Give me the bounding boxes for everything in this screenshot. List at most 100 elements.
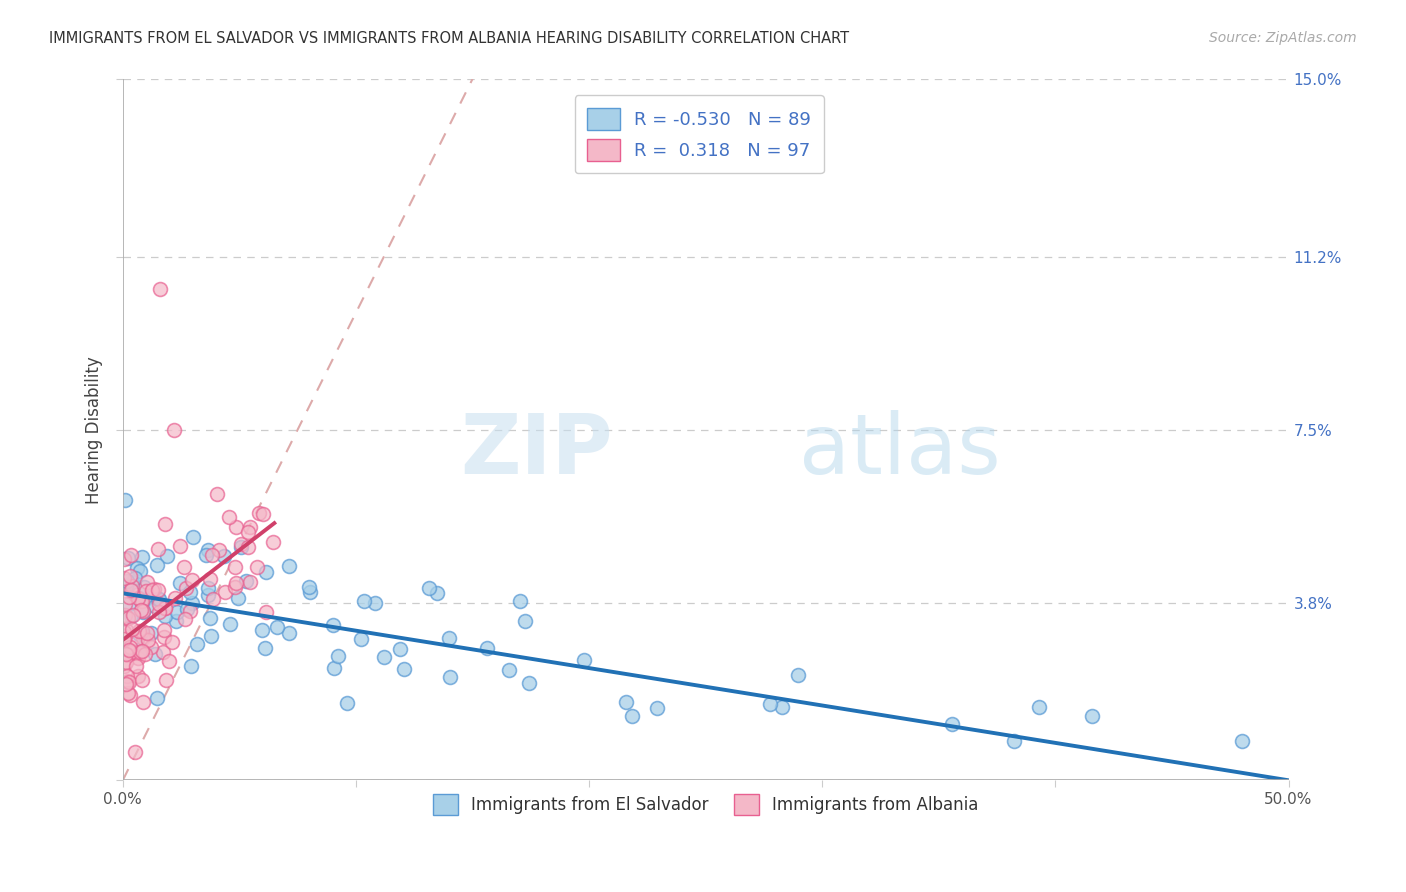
Point xyxy=(132,694,155,708)
Point xyxy=(219,617,242,632)
Point xyxy=(513,614,536,628)
Point xyxy=(517,676,540,690)
Point xyxy=(498,663,520,677)
Point xyxy=(153,600,176,615)
Point xyxy=(165,614,187,628)
Point xyxy=(169,576,191,591)
Point xyxy=(146,542,169,557)
Point xyxy=(169,539,191,553)
Point xyxy=(322,617,344,632)
Point xyxy=(201,592,224,607)
Point xyxy=(131,624,153,638)
Point xyxy=(246,559,269,574)
Point xyxy=(277,558,299,573)
Point xyxy=(574,653,596,667)
Point xyxy=(152,645,174,659)
Point xyxy=(181,596,204,610)
Point xyxy=(250,624,273,638)
Point xyxy=(392,662,415,676)
Point xyxy=(299,584,322,599)
Point xyxy=(131,594,153,608)
Point xyxy=(157,655,180,669)
Point xyxy=(214,584,236,599)
Text: atlas: atlas xyxy=(799,410,1001,491)
Point xyxy=(115,579,138,593)
Point xyxy=(143,599,166,613)
Point xyxy=(132,580,155,594)
Point xyxy=(115,656,138,670)
Point xyxy=(122,608,145,623)
Point xyxy=(129,645,152,659)
Point xyxy=(645,700,668,714)
Point xyxy=(135,575,157,590)
Point xyxy=(1230,733,1253,747)
Point xyxy=(125,632,148,646)
Point xyxy=(118,568,141,582)
Point xyxy=(112,571,135,585)
Point xyxy=(238,541,260,555)
Point xyxy=(197,543,219,558)
Point xyxy=(120,609,142,624)
Point xyxy=(120,640,142,655)
Point xyxy=(155,673,177,687)
Point xyxy=(207,487,229,501)
Point xyxy=(247,506,270,520)
Point xyxy=(254,565,277,579)
Point xyxy=(131,550,153,565)
Point xyxy=(139,640,162,654)
Point xyxy=(186,638,208,652)
Point xyxy=(148,598,170,612)
Point xyxy=(145,558,167,572)
Point xyxy=(155,516,177,531)
Point xyxy=(770,700,793,714)
Point xyxy=(197,588,219,602)
Point xyxy=(115,581,138,595)
Point xyxy=(155,549,177,563)
Point xyxy=(153,631,176,645)
Point xyxy=(131,644,153,658)
Point xyxy=(117,686,139,700)
Point xyxy=(115,623,138,637)
Point xyxy=(135,584,157,599)
Point xyxy=(128,624,150,638)
Point xyxy=(148,583,170,598)
Point xyxy=(212,549,235,563)
Point xyxy=(197,581,219,595)
Point xyxy=(115,677,138,691)
Point xyxy=(266,620,288,634)
Point xyxy=(115,647,138,661)
Point xyxy=(127,651,149,665)
Point xyxy=(418,581,440,595)
Point xyxy=(149,282,172,296)
Point xyxy=(127,591,149,605)
Point xyxy=(131,594,153,608)
Point xyxy=(614,695,637,709)
Point xyxy=(114,492,136,507)
Point xyxy=(231,541,253,555)
Point xyxy=(121,623,143,637)
Point xyxy=(235,574,257,588)
Point xyxy=(115,668,138,682)
Point xyxy=(373,650,395,665)
Point xyxy=(225,575,247,590)
Text: Source: ZipAtlas.com: Source: ZipAtlas.com xyxy=(1209,31,1357,45)
Point xyxy=(254,640,277,655)
Point xyxy=(1028,699,1050,714)
Point xyxy=(323,661,346,675)
Point xyxy=(239,574,262,589)
Point xyxy=(135,625,157,640)
Point xyxy=(141,583,163,598)
Point xyxy=(145,690,167,705)
Point xyxy=(200,629,222,643)
Text: IMMIGRANTS FROM EL SALVADOR VS IMMIGRANTS FROM ALBANIA HEARING DISABILITY CORREL: IMMIGRANTS FROM EL SALVADOR VS IMMIGRANT… xyxy=(49,31,849,46)
Point xyxy=(131,626,153,640)
Point xyxy=(475,640,498,655)
Point xyxy=(153,623,176,637)
Point xyxy=(941,717,963,731)
Point xyxy=(336,696,359,710)
Point xyxy=(226,591,249,605)
Point xyxy=(195,548,218,562)
Point xyxy=(165,591,187,606)
Point xyxy=(112,659,135,673)
Point xyxy=(118,643,141,657)
